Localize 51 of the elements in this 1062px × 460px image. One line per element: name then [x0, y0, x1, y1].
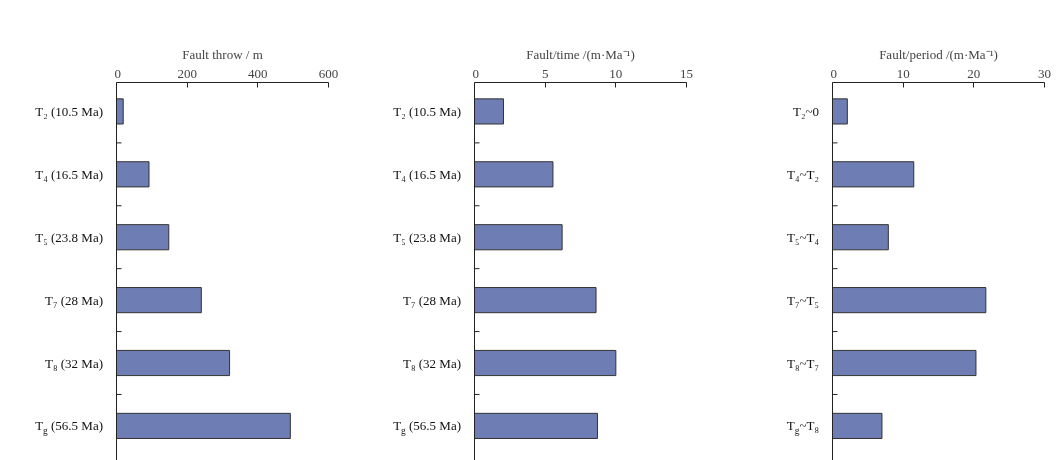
x-axis-title: Fault throw / m — [182, 46, 263, 62]
y-tick-label: T₅ (23.8 Ma) — [35, 228, 103, 247]
bar — [116, 349, 231, 377]
bar — [832, 412, 883, 439]
bar — [832, 349, 977, 377]
y-tick-label: T₄ (16.5 Ma) — [393, 165, 461, 184]
x-tick-label: 200 — [177, 65, 197, 81]
x-axis-title: Fault/time /(m·Ma⁻¹) — [526, 46, 635, 62]
y-tick-label: T₂ (10.5 Ma) — [35, 102, 103, 121]
bar — [474, 287, 597, 314]
x-tick-label: 30 — [1038, 65, 1051, 81]
y-tick-label: T₂~0 — [792, 102, 819, 121]
bar — [116, 287, 202, 314]
x-axis-title: Fault/period /(m·Ma⁻¹) — [879, 46, 998, 62]
x-tick-label: 5 — [541, 65, 549, 81]
y-tick-label: T₅ (23.8 Ma) — [393, 228, 461, 247]
x-tick-label: 20 — [967, 65, 981, 81]
y-tick-label: T$_{g}$~T₈ — [786, 417, 819, 436]
y-tick-label: T₄~T₂ — [787, 165, 819, 184]
bar — [116, 98, 124, 125]
y-tick-label: T$_{g}$ (56.5 Ma) — [35, 417, 103, 436]
y-tick-label: T₇ (28 Ma) — [403, 291, 461, 310]
y-tick-label: T₂ (10.5 Ma) — [393, 102, 461, 121]
y-tick-label: T₈~T₇ — [787, 354, 819, 373]
y-tick-label: T₇ (28 Ma) — [45, 291, 103, 310]
y-tick-label: T₄ (16.5 Ma) — [35, 165, 103, 184]
x-tick-label: 600 — [318, 65, 339, 81]
bar — [474, 224, 563, 251]
y-tick-label: T₅~T₄ — [787, 228, 819, 247]
x-tick-label: 400 — [248, 65, 268, 81]
x-tick-label: 10 — [896, 65, 910, 81]
y-tick-label: T$_{g}$ (56.5 Ma) — [393, 417, 461, 436]
bar — [116, 224, 170, 251]
bar — [116, 412, 291, 439]
bar — [832, 98, 848, 125]
x-tick-label: 0 — [472, 65, 479, 81]
x-tick-label: 15 — [680, 65, 693, 81]
bar — [474, 349, 617, 377]
bar — [474, 161, 554, 188]
bar — [474, 98, 504, 125]
x-tick-label: 10 — [609, 65, 623, 81]
y-tick-label: T₈ (32 Ma) — [403, 354, 461, 373]
y-tick-label: T₇~T₅ — [787, 291, 819, 310]
bar — [832, 224, 889, 251]
bar — [832, 287, 987, 314]
x-tick-label: 0 — [830, 65, 837, 81]
y-tick-label: T₈ (32 Ma) — [45, 354, 103, 373]
bar — [116, 161, 150, 188]
bar — [832, 161, 915, 188]
bar — [474, 412, 598, 439]
x-tick-label: 0 — [114, 65, 121, 81]
